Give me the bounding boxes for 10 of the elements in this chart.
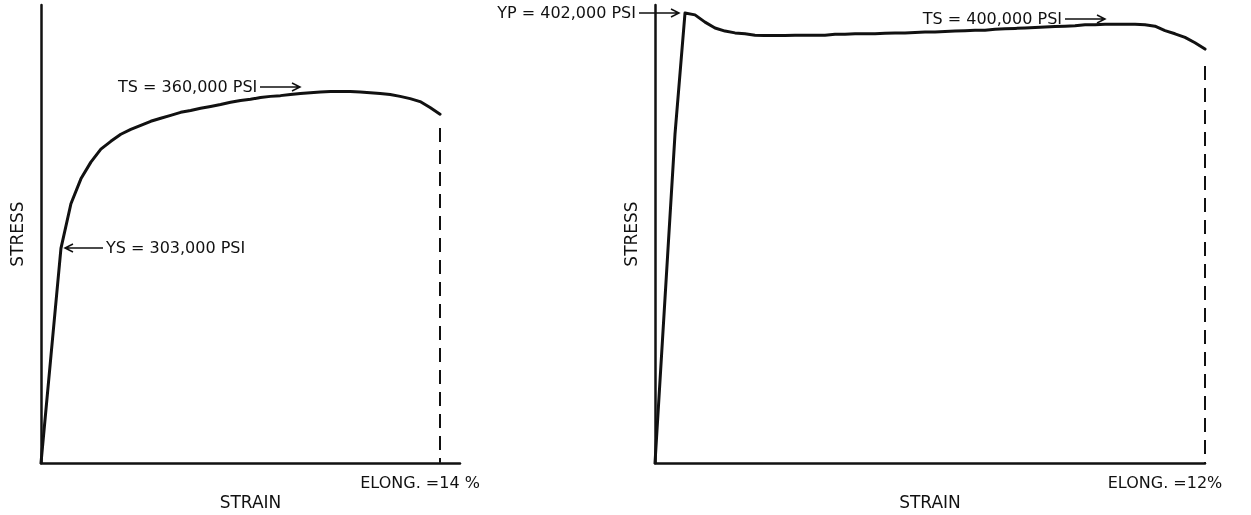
y-axis-title: STRESS (6, 201, 27, 267)
x-axis-title: STRAIN (219, 491, 282, 512)
text: ELONG. =14 % (360, 473, 480, 492)
text: YP = 402,000 PSI (497, 3, 636, 23)
y-axis-title: STRESS (620, 201, 641, 267)
annotation: TS = 400,000 PSI (922, 9, 1062, 29)
x-axis-title: STRAIN (899, 491, 961, 512)
text: ELONG. =12% (1107, 473, 1223, 492)
annotation: YS = 303,000 PSI (105, 238, 246, 258)
annotation: TS = 360,000 PSI (118, 76, 258, 96)
